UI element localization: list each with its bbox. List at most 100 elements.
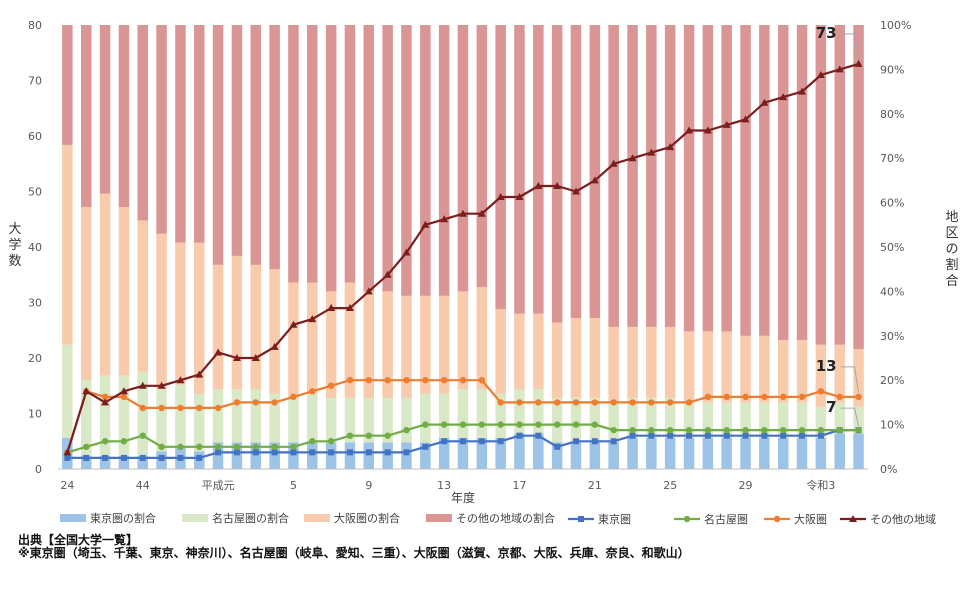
share-bar-1-31 [646, 398, 657, 438]
series-point-3-13 [308, 315, 317, 323]
y2-tick-label: 20% [880, 374, 904, 387]
share-bar-0-42 [853, 433, 864, 469]
share-bar-0-19 [420, 442, 431, 469]
series-point-1-17 [384, 432, 391, 439]
share-bar-0-1 [81, 455, 92, 469]
share-bar-0-8 [212, 442, 224, 469]
series-point-1-14 [327, 438, 335, 445]
share-bar-3-20 [438, 25, 450, 296]
share-bar-1-8 [212, 389, 224, 443]
series-point-1-3 [120, 438, 128, 445]
series-point-0-16 [365, 449, 372, 456]
series-point-2-41 [836, 393, 843, 401]
series-point-2-23 [497, 399, 504, 406]
series-point-0-5 [158, 454, 165, 461]
share-bar-2-2 [99, 193, 111, 376]
series-point-1-38 [780, 426, 787, 434]
series-point-2-9 [233, 399, 241, 406]
series-point-2-24 [516, 399, 523, 406]
share-bar-3-16 [363, 25, 374, 292]
series-point-2-3 [120, 393, 128, 401]
share-bar-3-7 [194, 25, 205, 243]
y2-tick-label: 60% [880, 197, 904, 210]
source-note: 出典【全国大学一覧】 [18, 533, 139, 547]
y-tick-label: 80 [28, 19, 42, 32]
share-bar-1-12 [288, 398, 299, 443]
share-bar-1-40 [815, 406, 827, 438]
share-bar-1-3 [118, 375, 130, 456]
series-point-3-18 [402, 248, 411, 256]
series-point-3-27 [572, 187, 581, 195]
share-bar-1-33 [683, 402, 695, 438]
legend-label: 大阪圏 [794, 512, 827, 526]
y2-tick-label: 10% [880, 419, 904, 432]
series-point-3-1 [82, 387, 91, 395]
share-bar-3-10 [250, 25, 261, 265]
share-bar-1-39 [796, 402, 808, 438]
share-bar-0-28 [589, 442, 601, 469]
share-bar-2-42 [853, 349, 864, 407]
share-bar-3-3 [118, 25, 130, 207]
series-point-0-8 [215, 449, 222, 456]
share-bar-2-29 [608, 326, 619, 403]
share-bar-0-29 [608, 442, 619, 469]
share-bar-1-41 [834, 402, 845, 434]
share-bar-0-23 [495, 437, 506, 469]
series-point-3-4 [138, 381, 147, 389]
series-point-1-8 [214, 443, 222, 450]
share-bar-3-41 [834, 25, 845, 345]
series-point-1-36 [742, 426, 749, 434]
share-bar-3-14 [325, 25, 337, 292]
share-bar-1-13 [307, 393, 318, 443]
legend-label: その他の地域の割合 [456, 511, 555, 525]
series-point-3-2 [101, 398, 110, 406]
series-point-2-22 [478, 377, 486, 384]
series-point-0-22 [478, 438, 485, 445]
share-bar-3-33 [683, 25, 695, 332]
series-point-0-31 [648, 432, 655, 439]
share-bar-1-18 [401, 398, 412, 443]
share-bar-1-17 [382, 398, 393, 443]
share-bar-0-36 [740, 437, 751, 469]
share-bar-2-38 [778, 340, 789, 403]
share-bar-1-38 [778, 402, 789, 438]
share-bar-1-26 [551, 398, 563, 443]
series-point-3-42 [854, 59, 863, 67]
series-point-0-24 [516, 432, 523, 439]
share-bar-2-15 [344, 282, 356, 398]
series-point-2-27 [572, 399, 580, 406]
share-bar-2-7 [194, 242, 205, 394]
share-bar-0-11 [269, 442, 280, 469]
share-bar-0-30 [627, 437, 638, 469]
share-bar-2-8 [212, 264, 224, 390]
series-point-1-12 [290, 443, 297, 450]
share-bar-0-26 [551, 442, 563, 469]
series-point-1-33 [685, 426, 693, 434]
series-point-2-2 [101, 393, 109, 401]
share-bar-2-16 [363, 291, 374, 398]
x-tick-label: 5 [290, 479, 297, 492]
axes: 0 10 20 30 40 50 60 70 80 0% 10% 20% 30% 40% 50% 60% 70%… [28, 19, 911, 505]
series-point-1-13 [309, 438, 316, 445]
series-point-1-5 [158, 443, 165, 450]
series-point-0-15 [346, 449, 353, 456]
series-point-1-31 [648, 426, 655, 434]
share-bar-2-32 [664, 326, 676, 398]
share-bar-0-20 [438, 437, 450, 469]
share-bar-2-0 [62, 144, 73, 345]
series-point-3-31 [647, 148, 656, 156]
series-point-0-26 [554, 443, 561, 450]
region-note: ※東京圏（埼玉、千葉、東京、神奈川）、名古屋圏（岐阜、愛知、三重）、大阪圏（滋賀… [18, 546, 690, 560]
series-point-1-32 [667, 426, 674, 434]
series-point-0-20 [441, 438, 448, 445]
series-point-2-29 [610, 399, 617, 406]
series-point-1-24 [516, 421, 523, 428]
series-point-1-28 [591, 421, 599, 428]
series-point-2-13 [309, 388, 316, 395]
series-point-1-10 [252, 443, 259, 450]
series-point-1-9 [233, 443, 241, 450]
share-bar-0-4 [137, 455, 148, 469]
share-bar-0-17 [382, 442, 393, 469]
series-point-2-15 [346, 377, 354, 384]
series-point-3-30 [628, 154, 637, 162]
